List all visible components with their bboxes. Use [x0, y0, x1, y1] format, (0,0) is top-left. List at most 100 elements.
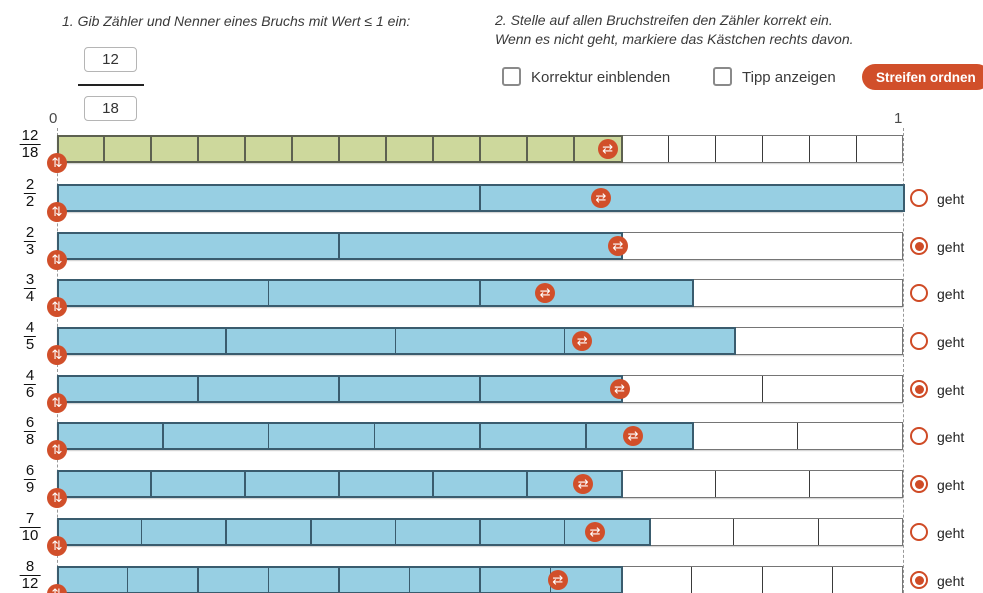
- swap-horizontal-icon[interactable]: ⇄: [547, 570, 568, 590]
- swap-horizontal-icon[interactable]: ⇄: [585, 522, 606, 542]
- geht-radio-3-4[interactable]: [910, 284, 928, 302]
- fraction-numerator: 6: [25, 414, 35, 431]
- geht-radio-label: geht: [937, 190, 965, 207]
- geht-radio-label: geht: [937, 238, 965, 255]
- tipp-checkbox[interactable]: [713, 67, 732, 86]
- fraction-strip-8-12[interactable]: [57, 566, 903, 593]
- cell-divider: [244, 472, 246, 496]
- cell-divider: [817, 519, 819, 545]
- cell-divider: [526, 472, 528, 496]
- cell-divider: [808, 136, 810, 162]
- fraction-bar: [23, 384, 37, 385]
- geht-radio-label: geht: [937, 285, 965, 302]
- numberline-zero-label: 0: [49, 110, 58, 127]
- geht-radio-label: geht: [937, 476, 965, 493]
- cell-divider: [808, 471, 810, 497]
- fraction-strip-6-8[interactable]: [57, 422, 903, 450]
- cell-divider: [479, 377, 481, 401]
- fraction-numerator: 2: [25, 224, 35, 241]
- streifen-ordnen-button[interactable]: Streifen ordnen: [862, 64, 983, 90]
- geht-radio-6-9[interactable]: [910, 475, 928, 493]
- geht-radio-4-5[interactable]: [910, 332, 928, 350]
- swap-vertical-icon[interactable]: ⇅: [47, 440, 67, 460]
- swap-vertical-icon[interactable]: ⇅: [47, 584, 67, 593]
- cell-divider: [526, 137, 528, 161]
- fraction-numerator: 4: [25, 367, 35, 384]
- fraction-strip-7-10[interactable]: [57, 518, 903, 546]
- cell-divider: [197, 568, 199, 592]
- swap-vertical-icon[interactable]: ⇅: [47, 250, 67, 270]
- fraction-bar: [23, 431, 37, 432]
- swap-vertical-icon[interactable]: ⇅: [47, 536, 67, 556]
- swap-vertical-icon[interactable]: ⇅: [47, 153, 67, 173]
- fraction-numerator: 3: [25, 271, 35, 288]
- cell-divider: [103, 137, 105, 161]
- geht-radio-7-10[interactable]: [910, 523, 928, 541]
- swap-vertical-icon[interactable]: ⇅: [47, 488, 67, 508]
- fraction-bar: [23, 193, 37, 194]
- fraction-strip-2-3[interactable]: [57, 232, 903, 260]
- cell-divider: [761, 376, 763, 402]
- cell-divider: [267, 281, 270, 305]
- cell-divider: [691, 567, 692, 593]
- cell-divider: [338, 234, 340, 258]
- fraction-bar: [78, 84, 144, 86]
- swap-horizontal-icon[interactable]: ⇄: [572, 331, 593, 351]
- fraction-label-8-12: 8 12: [19, 559, 41, 592]
- fraction-numerator: 2: [25, 176, 35, 193]
- swap-vertical-icon[interactable]: ⇅: [47, 393, 67, 413]
- geht-radio-8-12[interactable]: [910, 571, 928, 589]
- fraction-strip-3-4[interactable]: [57, 279, 903, 307]
- fraction-bar: [19, 144, 41, 145]
- swap-horizontal-icon[interactable]: ⇄: [590, 188, 611, 208]
- cell-divider: [479, 137, 481, 161]
- numberline-one-label: 1: [894, 110, 903, 127]
- cell-divider: [563, 329, 566, 353]
- fraction-strip-4-5[interactable]: [57, 327, 903, 355]
- swap-horizontal-icon[interactable]: ⇄: [609, 379, 630, 399]
- strip-filled-region: [57, 422, 694, 450]
- swap-horizontal-icon[interactable]: ⇄: [597, 139, 618, 159]
- geht-radio-2-3[interactable]: [910, 237, 928, 255]
- task2-instruction-line1: 2. Stelle auf allen Bruchstreifen den Zä…: [495, 12, 833, 28]
- strip-filled-region: [57, 518, 652, 546]
- cell-divider: [197, 137, 199, 161]
- fraction-denominator: 12: [21, 575, 39, 592]
- cell-divider: [162, 424, 164, 448]
- swap-vertical-icon[interactable]: ⇅: [47, 202, 67, 222]
- fraction-denominator: 3: [25, 241, 35, 258]
- cell-divider: [585, 424, 587, 448]
- swap-vertical-icon[interactable]: ⇅: [47, 345, 67, 365]
- fraction-bar: [19, 527, 41, 528]
- denominator-input[interactable]: [84, 96, 137, 121]
- geht-radio-label: geht: [937, 381, 965, 398]
- cell-divider: [733, 519, 735, 545]
- fraction-strip-2-2[interactable]: [57, 184, 905, 212]
- geht-radio-2-2[interactable]: [910, 189, 928, 207]
- fraction-strip-12-18[interactable]: [57, 135, 903, 163]
- cell-divider: [267, 568, 270, 592]
- cell-divider: [796, 423, 798, 449]
- fraction-denominator: 2: [25, 193, 35, 210]
- swap-horizontal-icon[interactable]: ⇄: [573, 474, 594, 494]
- fraction-numerator: 6: [25, 462, 35, 479]
- fraction-strip-4-6[interactable]: [57, 375, 903, 403]
- cell-divider: [126, 568, 129, 592]
- korrektur-checkbox[interactable]: [502, 67, 521, 86]
- geht-radio-4-6[interactable]: [910, 380, 928, 398]
- swap-horizontal-icon[interactable]: ⇄: [607, 236, 628, 256]
- cell-divider: [385, 137, 387, 161]
- cell-divider: [338, 472, 340, 496]
- fraction-denominator: 10: [21, 527, 39, 544]
- geht-radio-6-8[interactable]: [910, 427, 928, 445]
- numerator-input[interactable]: [84, 47, 137, 72]
- fraction-strip-6-9[interactable]: [57, 470, 903, 498]
- swap-vertical-icon[interactable]: ⇅: [47, 297, 67, 317]
- cell-divider: [338, 377, 340, 401]
- cell-divider: [244, 137, 246, 161]
- swap-horizontal-icon[interactable]: ⇄: [535, 283, 556, 303]
- swap-horizontal-icon[interactable]: ⇄: [623, 426, 644, 446]
